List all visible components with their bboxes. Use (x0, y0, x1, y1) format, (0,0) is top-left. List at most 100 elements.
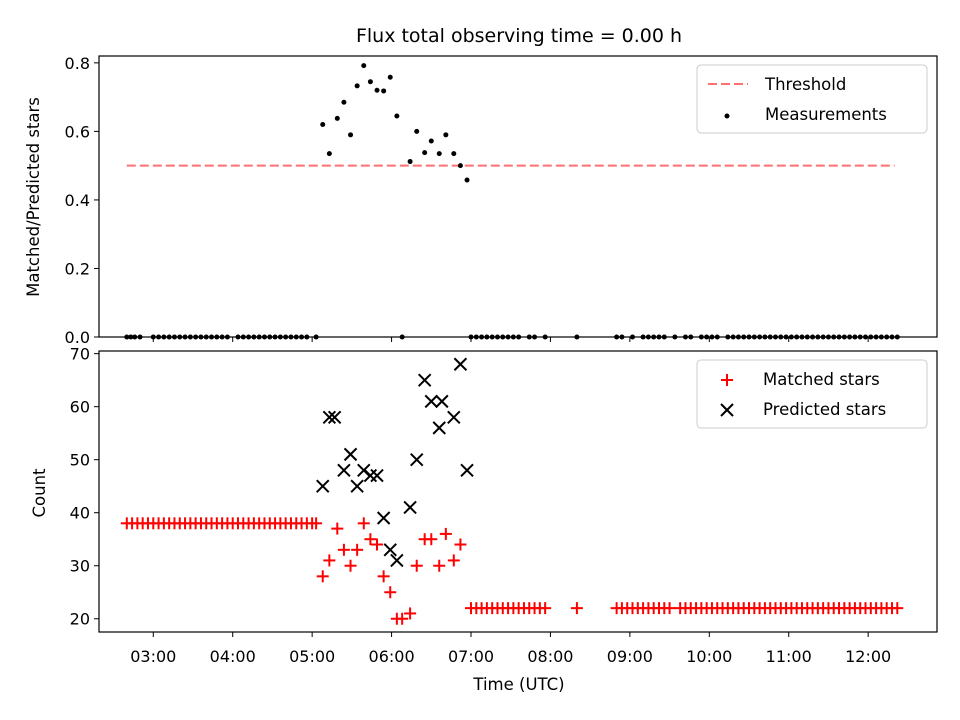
predicted-star-point (432, 421, 446, 435)
measurement-point (387, 74, 393, 80)
matched-star-point (396, 612, 409, 625)
top-marks (124, 63, 900, 340)
measurement-point (348, 132, 354, 138)
predicted-star-point (322, 410, 337, 424)
matched-star-point (433, 559, 446, 572)
x-tick-label: 04:00 (210, 647, 256, 666)
matched-star-point (371, 538, 384, 551)
legend-predicted-swatch (720, 403, 734, 417)
top-y-ticks: 0.0 0.2 0.4 0.6 0.8 (65, 54, 869, 347)
bottom-y-ticks: 20 30 40 50 60 70 (70, 345, 99, 629)
matched-star-point (351, 543, 364, 556)
bottom-x-ticks: 03:00 04:00 05:00 06:00 07:00 08:00 09:00 10:00… (130, 632, 891, 666)
x-tick-label: 11:00 (766, 647, 812, 666)
legend-matched-swatch (721, 374, 733, 386)
measurement-point (326, 151, 332, 157)
x-tick-label: 05:00 (289, 647, 335, 666)
matched-star-point (404, 607, 417, 620)
top-y-tick-label: 0.0 (65, 328, 90, 347)
legend-predicted-label: Predicted stars (763, 400, 886, 419)
matched-star-point (539, 602, 552, 615)
predicted-star-point (383, 543, 397, 557)
x-tick-label: 06:00 (369, 647, 415, 666)
matched-star-point (891, 602, 904, 615)
measurement-point (374, 87, 380, 93)
top-y-tick-label: 0.4 (65, 191, 90, 210)
x-tick-label: 09:00 (607, 647, 653, 666)
matched-star-point (384, 586, 397, 599)
x-tick-label: 03:00 (130, 647, 176, 666)
matched-star-point (364, 533, 377, 546)
measurement-point (422, 150, 428, 156)
top-panel: 0.00.20.40.60.8 Matched/Predicted stars … (24, 54, 938, 347)
top-y-tick-label: 0.8 (65, 54, 90, 73)
measurement-point (334, 115, 340, 121)
predicted-star-point (350, 479, 364, 493)
bottom-y-tick-label: 20 (70, 610, 90, 629)
matched-star-point (331, 522, 344, 535)
measurement-point (367, 79, 373, 85)
matched-star-point (425, 533, 438, 546)
matched-star-point (344, 559, 357, 572)
predicted-star-point (435, 394, 449, 409)
matched-star-point (323, 554, 336, 567)
measurement-point (457, 163, 463, 169)
bottom-y-tick-label: 40 (70, 504, 90, 523)
predicted-star-point (453, 357, 468, 371)
matched-star-point (454, 538, 467, 551)
predicted-star-point (390, 553, 404, 568)
bottom-axes-frame (98, 350, 938, 633)
predicted-star-point (417, 373, 432, 387)
predicted-star-point (327, 410, 342, 424)
matched-star-point (337, 543, 350, 556)
x-axis-label: Time (UTC) (472, 675, 564, 694)
predicted-star-point (403, 500, 417, 515)
measurement-point (320, 122, 326, 128)
predicted-star-point (343, 447, 358, 462)
top-y-tick-label: 0.6 (65, 122, 90, 141)
x-tick-label: 07:00 (448, 647, 494, 666)
measurement-point (354, 83, 360, 89)
predicted-star-point (410, 452, 424, 467)
measurement-point (428, 138, 434, 144)
bottom-legend: Matched stars Predicted stars (696, 359, 928, 429)
predicted-star-point (424, 394, 438, 409)
matched-star-point (439, 527, 452, 540)
measurement-point (443, 132, 449, 138)
bottom-panel: 20 30 40 50 60 70 03:00 04:00 05:00 06:00 07:00 08… (30, 345, 938, 694)
matched-star-point (663, 602, 676, 615)
legend-threshold-label: Threshold (764, 75, 846, 94)
top-y-tick-label: 0.2 (65, 259, 90, 278)
matched-star-point (570, 602, 583, 615)
matched-star-point (357, 517, 370, 530)
predicted-star-point (447, 410, 461, 424)
legend-measurements-label: Measurements (765, 105, 887, 124)
measurement-point (414, 128, 420, 134)
matched-star-point (447, 554, 460, 567)
figure-title: Flux total observing time = 0.00 h (356, 25, 682, 47)
matched-star-point (377, 570, 390, 583)
top-legend: Threshold Measurements (696, 64, 928, 134)
top-legend-box (696, 64, 928, 134)
top-axes-frame (98, 55, 938, 338)
top-y-axis-label: Matched/Predicted stars (24, 97, 43, 297)
bottom-y-axis-label: Count (30, 468, 49, 518)
matched-star-point (310, 517, 323, 530)
x-tick-label: 12:00 (845, 647, 891, 666)
measurement-point (381, 88, 387, 94)
bottom-y-tick-label: 70 (70, 345, 90, 364)
x-tick-label: 10:00 (686, 647, 732, 666)
legend-matched-label: Matched stars (763, 370, 880, 389)
measurement-point (394, 113, 400, 119)
bottom-y-tick-label: 30 (70, 557, 90, 576)
predicted-star-point (376, 511, 391, 525)
bottom-y-tick-label: 50 (70, 451, 90, 470)
measurement-point (436, 151, 442, 157)
x-tick-label: 08:00 (527, 647, 573, 666)
measurement-point (464, 177, 470, 183)
matched-star-point (316, 570, 329, 583)
legend-measurements-swatch (724, 113, 730, 119)
predicted-star-point (316, 479, 330, 493)
matched-star-point (410, 559, 423, 572)
